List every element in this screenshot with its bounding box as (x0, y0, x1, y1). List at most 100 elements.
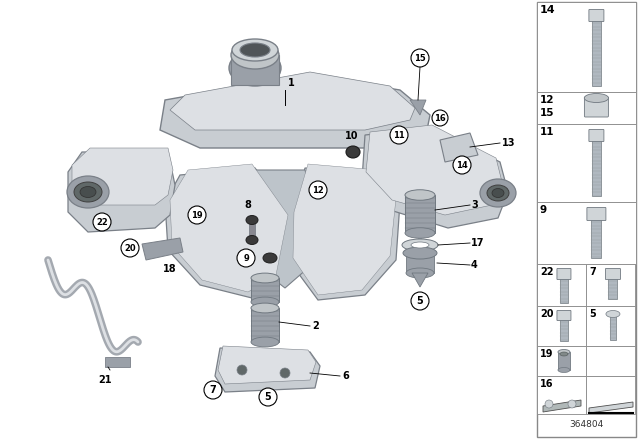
Text: 15: 15 (540, 108, 554, 118)
Ellipse shape (558, 367, 570, 372)
Ellipse shape (67, 176, 109, 208)
Ellipse shape (558, 349, 570, 354)
Bar (537, 376, 586, 414)
Bar (537, 346, 586, 376)
Text: 19: 19 (191, 211, 203, 220)
Text: 5: 5 (417, 296, 424, 306)
Bar (586, 376, 635, 414)
Ellipse shape (232, 39, 278, 61)
Bar (586, 264, 635, 306)
Ellipse shape (74, 182, 102, 202)
Ellipse shape (251, 273, 279, 283)
Ellipse shape (584, 94, 609, 103)
Circle shape (237, 365, 247, 375)
Ellipse shape (80, 186, 96, 198)
Text: 9: 9 (540, 205, 547, 215)
Ellipse shape (246, 215, 258, 224)
Ellipse shape (560, 352, 568, 356)
Text: 21: 21 (99, 375, 112, 385)
Bar (251, 308, 279, 342)
Ellipse shape (246, 236, 258, 245)
Polygon shape (293, 164, 396, 295)
Polygon shape (543, 400, 581, 412)
Text: 6: 6 (342, 371, 349, 381)
Polygon shape (410, 100, 426, 115)
Text: 14: 14 (540, 5, 556, 15)
Text: 20: 20 (124, 244, 136, 253)
FancyBboxPatch shape (584, 97, 609, 117)
FancyBboxPatch shape (587, 207, 606, 220)
Text: 4: 4 (471, 260, 477, 270)
Ellipse shape (251, 297, 279, 307)
Text: 11: 11 (540, 127, 554, 137)
Polygon shape (142, 238, 183, 260)
Bar (251, 278, 279, 302)
Bar (609, 279, 618, 299)
Circle shape (237, 249, 255, 267)
Text: 5: 5 (589, 309, 596, 319)
Text: 7: 7 (589, 267, 596, 277)
Polygon shape (290, 168, 400, 300)
Text: 22: 22 (540, 267, 554, 277)
Bar (537, 124, 636, 202)
Ellipse shape (402, 239, 438, 251)
Bar (537, 2, 636, 437)
Ellipse shape (405, 228, 435, 238)
Circle shape (453, 156, 471, 174)
Polygon shape (218, 346, 316, 384)
Bar (592, 21, 601, 86)
Polygon shape (170, 164, 288, 292)
Circle shape (309, 181, 327, 199)
Ellipse shape (403, 247, 437, 259)
Circle shape (432, 110, 448, 126)
Text: 14: 14 (456, 160, 468, 169)
Text: 19: 19 (540, 349, 554, 359)
Bar (591, 220, 602, 258)
Bar (537, 306, 586, 346)
Bar (405, 195, 435, 233)
Bar (537, 264, 586, 306)
Circle shape (204, 381, 222, 399)
Circle shape (121, 239, 139, 257)
Text: 18: 18 (163, 264, 177, 274)
Circle shape (411, 49, 429, 67)
Text: 12: 12 (312, 185, 324, 194)
Text: 16: 16 (540, 379, 554, 389)
Polygon shape (366, 125, 502, 215)
Text: 9: 9 (243, 254, 249, 263)
Circle shape (568, 400, 576, 408)
Ellipse shape (480, 179, 516, 207)
FancyBboxPatch shape (557, 268, 571, 280)
Text: 16: 16 (434, 113, 446, 122)
Circle shape (280, 368, 290, 378)
Bar (537, 2, 636, 92)
Text: 364804: 364804 (570, 420, 604, 429)
FancyBboxPatch shape (589, 9, 604, 22)
Polygon shape (160, 75, 430, 148)
Bar (231, 55, 279, 85)
Ellipse shape (411, 242, 429, 248)
Bar (537, 92, 636, 124)
Polygon shape (215, 348, 320, 392)
Bar (105, 357, 130, 367)
Text: 12: 12 (540, 95, 554, 105)
Ellipse shape (229, 50, 281, 86)
Bar (560, 279, 568, 303)
Text: 17: 17 (471, 238, 484, 248)
Bar (610, 314, 616, 340)
Polygon shape (589, 402, 633, 413)
Text: 5: 5 (264, 392, 271, 402)
Text: 8: 8 (244, 200, 252, 210)
Ellipse shape (346, 146, 360, 158)
Ellipse shape (405, 190, 435, 200)
Polygon shape (248, 170, 316, 288)
Bar (558, 352, 570, 370)
Bar (586, 346, 635, 376)
Ellipse shape (492, 189, 504, 198)
Polygon shape (362, 128, 508, 228)
Circle shape (188, 206, 206, 224)
Ellipse shape (231, 41, 279, 69)
Text: 1: 1 (288, 78, 295, 88)
Polygon shape (165, 168, 295, 298)
FancyBboxPatch shape (605, 268, 620, 280)
